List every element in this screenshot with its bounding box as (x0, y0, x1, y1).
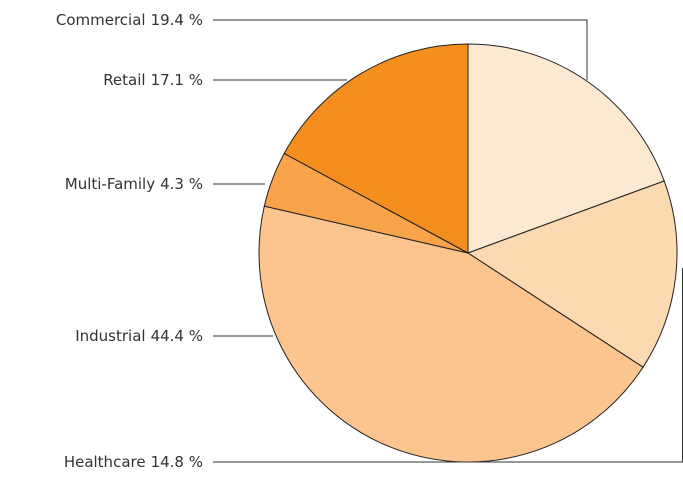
leader-line (213, 19, 588, 80)
value-label: 4.3 % (160, 175, 203, 193)
category-name: Industrial (75, 327, 145, 345)
pie-slice (283, 43, 469, 254)
slice-label: Healthcare 14.8 % (64, 453, 203, 471)
value-label: 17.1 % (151, 71, 203, 89)
slice-label: Commercial 19.4 % (56, 11, 203, 29)
value-label: 14.8 % (151, 453, 203, 471)
value-label: 19.4 % (151, 11, 203, 29)
category-name: Multi-Family (65, 175, 155, 193)
category-name: Healthcare (64, 453, 146, 471)
slice-label: Retail 17.1 % (103, 71, 203, 89)
value-label: 44.4 % (151, 327, 203, 345)
slice-label: Industrial 44.4 % (75, 327, 203, 345)
pie-slice (466, 180, 678, 368)
category-name: Retail (103, 71, 145, 89)
pie-slice (258, 205, 644, 463)
pie-slice (467, 43, 665, 254)
slice-label: Multi-Family 4.3 % (65, 175, 203, 193)
category-name: Commercial (56, 11, 146, 29)
